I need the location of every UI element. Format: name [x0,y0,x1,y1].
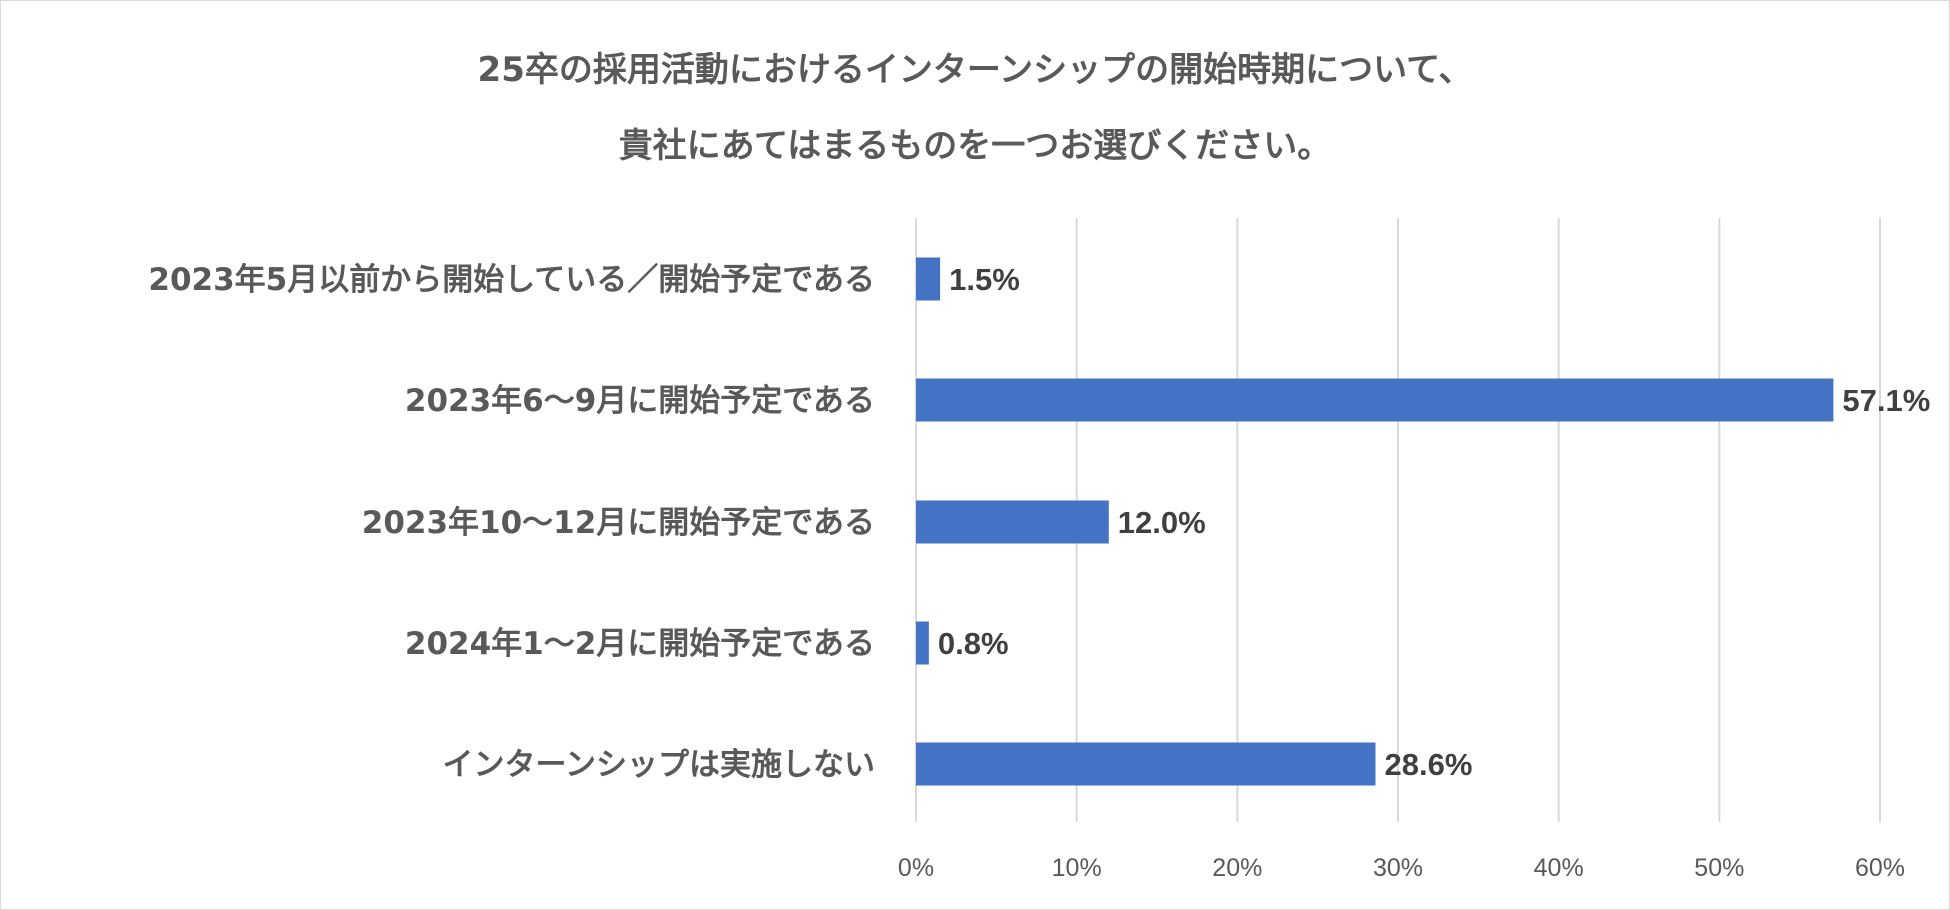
value-label-1: 57.1% [1842,383,1930,418]
gridlines [915,218,1881,822]
chart-title-line-1: 25卒の採用活動におけるインターンシップの開始時期について、 [477,50,1473,90]
category-label-4: インターンシップは実施しない [443,747,875,783]
value-label-2: 12.0% [1118,505,1206,540]
x-tick-label-5: 50% [1694,854,1744,882]
x-tick-label-6: 60% [1855,854,1905,882]
bar-4 [916,742,1376,786]
value-label-3: 0.8% [938,626,1009,661]
bar-1 [916,378,1834,422]
category-label-1: 2023年6〜9月に開始予定である [405,383,875,419]
category-label-2: 2023年10〜12月に開始予定である [362,505,875,541]
bars [916,257,1834,786]
chart-title: 25卒の採用活動におけるインターンシップの開始時期について、 貴社にあてはまるも… [0,32,1950,184]
bar-0 [916,257,941,301]
bar-2 [916,500,1109,544]
labels: 0% 10% 20% 30% 40% 50% 60% 2023年5月以前から開始している／開始… [148,262,1930,882]
bar-3 [916,621,929,665]
category-label-0: 2023年5月以前から開始している／開始予定である [148,262,875,298]
chart-title-line-2: 貴社にあてはまるものを一つお選びください。 [618,126,1332,166]
value-label-4: 28.6% [1385,747,1473,782]
x-tick-label-1: 10% [1052,854,1102,882]
value-label-0: 1.5% [949,262,1020,297]
x-tick-label-4: 40% [1534,854,1584,882]
x-tick-label-0: 0% [898,854,934,882]
x-tick-label-3: 30% [1373,854,1423,882]
category-label-3: 2024年1〜2月に開始予定である [405,626,875,662]
x-tick-label-2: 20% [1212,854,1262,882]
